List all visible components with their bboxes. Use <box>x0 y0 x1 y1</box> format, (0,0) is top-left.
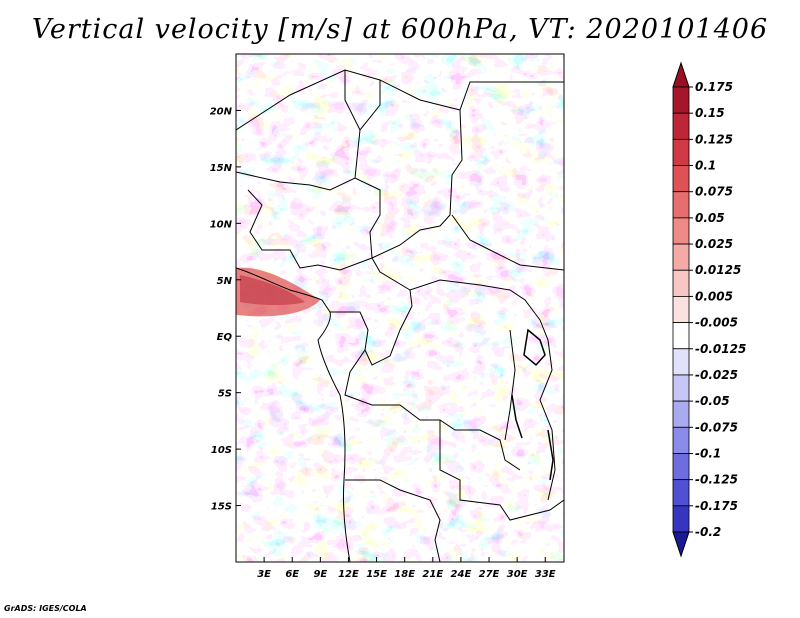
colorbar-segment <box>672 400 690 428</box>
colorbar-label: 0.175 <box>695 80 733 94</box>
lat-tick-label: 10S <box>211 445 232 456</box>
colorbar-label: -0.0125 <box>695 342 746 356</box>
colorbar-label: -0.025 <box>695 368 738 382</box>
lon-tick-label: 27E <box>479 569 500 580</box>
lakes <box>511 328 554 481</box>
plot-frame <box>235 53 565 563</box>
colorbar-label: -0.005 <box>695 316 738 330</box>
map-title: Vertical velocity [m/s] at 600hPa, VT: 2… <box>31 14 769 45</box>
colorbar-label: -0.2 <box>695 525 721 539</box>
colorbar-segment <box>672 138 690 166</box>
longitude-axis: 3E 6E 9E 12E 15E 18E 21E 24E 27E 30E 33E <box>257 557 556 580</box>
velocity-field <box>236 54 564 562</box>
lon-tick-label: 12E <box>338 569 359 580</box>
lat-tick-label: 5N <box>217 276 233 287</box>
colorbar-segment <box>672 112 690 140</box>
lat-tick-label: 15S <box>211 502 232 513</box>
lon-tick-label: 3E <box>257 569 271 580</box>
lon-tick-label: 24E <box>451 569 472 580</box>
colorbar-segment <box>672 165 690 193</box>
colorbar-label: 0.15 <box>695 106 725 120</box>
colorbar: 0.175 0.15 0.125 0.1 0.075 0.05 0.025 0.0125 0.0… <box>672 61 746 558</box>
colorbar-label: -0.125 <box>695 473 738 487</box>
colorbar-segment <box>672 322 690 350</box>
grads-credit: GrADS: IGES/COLA <box>4 604 87 613</box>
colorbar-segment <box>672 348 690 376</box>
lat-tick-label: EQ <box>217 332 233 343</box>
colorbar-bottom-arrow <box>672 531 690 558</box>
colorbar-top-arrow <box>672 61 690 88</box>
colorbar-segment <box>672 505 690 533</box>
lon-tick-label: 21E <box>422 569 443 580</box>
colorbar-label: 0.125 <box>695 132 733 146</box>
lat-tick-label: 10N <box>210 219 233 230</box>
lon-tick-label: 6E <box>285 569 299 580</box>
colorbar-segment <box>672 243 690 271</box>
colorbar-label: -0.175 <box>695 499 738 513</box>
colorbar-segment <box>672 296 690 323</box>
colorbar-label: -0.05 <box>695 394 730 408</box>
colorbar-label: 0.05 <box>695 211 725 225</box>
colorbar-label: 0.075 <box>695 185 733 199</box>
colorbar-segment <box>672 479 690 507</box>
colorbar-label: 0.005 <box>695 289 733 303</box>
colorbar-segment <box>672 191 690 219</box>
colorbar-label: 0.025 <box>695 237 733 251</box>
lat-tick-label: 20N <box>210 106 233 117</box>
country-borders <box>236 69 564 562</box>
colorbar-label: 0.0125 <box>695 263 741 277</box>
lat-tick-label: 5S <box>218 389 232 400</box>
colorbar-segment <box>672 217 690 245</box>
lon-tick-label: 18E <box>394 569 415 580</box>
lon-tick-label: 33E <box>535 569 556 580</box>
colorbar-segment <box>672 269 690 297</box>
colorbar-label: -0.1 <box>695 446 721 460</box>
latitude-axis: 20N 15N 10N 5N EQ 5S 10S 15S <box>210 106 241 513</box>
lat-tick-label: 15N <box>210 163 233 174</box>
colorbar-segment <box>672 453 690 481</box>
lon-tick-label: 30E <box>507 569 528 580</box>
colorbar-segment <box>672 374 690 402</box>
colorbar-label: 0.1 <box>695 159 716 173</box>
lon-tick-label: 15E <box>366 569 387 580</box>
colorbar-segment <box>672 426 690 454</box>
colorbar-segment <box>672 86 690 114</box>
colorbar-label: -0.075 <box>695 420 738 434</box>
lon-tick-label: 9E <box>313 569 327 580</box>
